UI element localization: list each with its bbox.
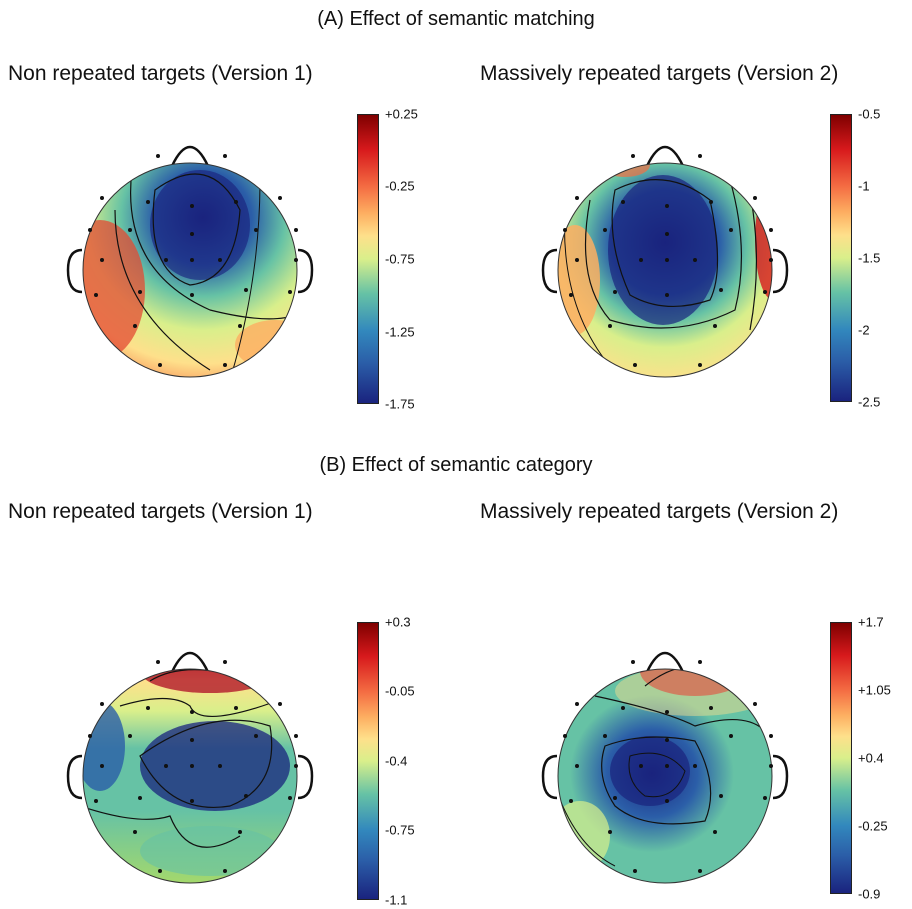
colorbar-4-tick: +0.4 [858,750,884,766]
colorbar-1-tick: -0.75 [385,251,415,267]
colorbar-1: +0.25 -0.25 -0.75 -1.25 -1.75 [357,107,437,412]
panel-1-title: Non repeated targets (Version 1) [8,62,313,85]
colorbar-3-tick: -1.1 [385,892,408,908]
section-a-title: (A) Effect of semantic matching [317,8,595,30]
right-ear-icon [297,248,314,294]
topomap-2 [541,145,789,378]
topomap-4 [541,651,789,884]
section-b-title: (B) Effect of semantic category [319,454,593,476]
topomap-3 [66,651,314,884]
colorbar-2-tick: -1 [858,178,870,194]
colorbar-2-tick: -2.5 [858,394,881,410]
colorbar-1-tick: -1.75 [385,396,415,412]
colorbar-4-tick: -0.9 [858,886,881,902]
colorbar-4-tick: +1.05 [858,682,891,698]
colorbar-3-tick: +0.3 [385,614,411,630]
nose-icon [170,145,210,167]
topomap-1 [66,145,314,378]
panel-4-title: Massively repeated targets (Version 2) [480,500,839,523]
colorbar-2-tick: -1.5 [858,250,881,266]
colorbar-4: +1.7 +1.05 +0.4 -0.25 -0.9 [830,615,910,902]
nose-icon [645,651,685,673]
colorbar-3-tick: -0.4 [385,753,408,769]
panel-3-title: Non repeated targets (Version 1) [8,500,313,523]
colorbar-2-tick: -0.5 [858,106,881,122]
left-ear-icon [66,248,83,294]
colorbar-3-tick: -0.05 [385,683,415,699]
right-ear-icon [297,754,314,800]
colorbar-3: +0.3 -0.05 -0.4 -0.75 -1.1 [357,615,437,908]
left-ear-icon [541,248,558,294]
panel-2-title: Massively repeated targets (Version 2) [480,62,839,85]
colorbar-1-tick: -0.25 [385,178,415,194]
right-ear-icon [772,248,789,294]
colorbar-3-tick: -0.75 [385,822,415,838]
colorbar-2: -0.5 -1 -1.5 -2 -2.5 [830,107,910,410]
colorbar-1-tick: +0.25 [385,106,418,122]
colorbar-2-tick: -2 [858,322,870,338]
colorbar-4-tick: -0.25 [858,818,888,834]
right-ear-icon [772,754,789,800]
nose-icon [645,145,685,167]
left-ear-icon [541,754,558,800]
left-ear-icon [66,754,83,800]
colorbar-1-tick: -1.25 [385,324,415,340]
colorbar-4-tick: +1.7 [858,614,884,630]
nose-icon [170,651,210,673]
